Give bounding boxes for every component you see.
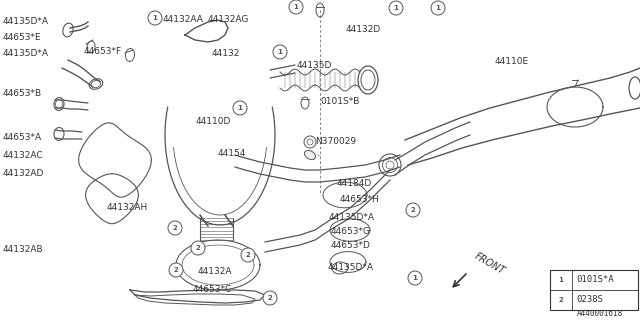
Text: 1: 1 [237, 105, 243, 111]
Text: 44653*D: 44653*D [331, 242, 371, 251]
Text: 1: 1 [152, 15, 157, 21]
Text: 1: 1 [294, 4, 298, 10]
Text: 44132AD: 44132AD [3, 169, 44, 178]
Text: N370029: N370029 [315, 137, 356, 146]
Circle shape [554, 273, 568, 287]
Circle shape [263, 291, 277, 305]
Ellipse shape [305, 150, 316, 160]
Text: 2: 2 [246, 252, 250, 258]
Circle shape [169, 263, 183, 277]
Circle shape [148, 11, 162, 25]
Circle shape [289, 0, 303, 14]
Text: 44132AG: 44132AG [208, 14, 250, 23]
Circle shape [389, 1, 403, 15]
Circle shape [241, 248, 255, 262]
Text: 44132AC: 44132AC [3, 150, 44, 159]
Text: 1: 1 [278, 49, 282, 55]
Text: 44132A: 44132A [198, 268, 232, 276]
Text: 44154: 44154 [218, 148, 246, 157]
Text: 44110E: 44110E [495, 57, 529, 66]
Text: 44653*B: 44653*B [3, 90, 42, 99]
Text: 0101S*A: 0101S*A [576, 276, 614, 284]
Text: 1: 1 [559, 277, 563, 283]
Circle shape [406, 203, 420, 217]
Text: 44653*C: 44653*C [193, 284, 232, 293]
Text: 44184D: 44184D [337, 180, 372, 188]
Text: 2: 2 [268, 295, 273, 301]
Text: A440001618: A440001618 [577, 309, 623, 318]
Text: 0238S: 0238S [576, 295, 603, 305]
Text: 44653*A: 44653*A [3, 132, 42, 141]
Text: 44132D: 44132D [346, 25, 381, 34]
Circle shape [233, 101, 247, 115]
Text: 44132: 44132 [212, 49, 241, 58]
Circle shape [168, 221, 182, 235]
Text: 44653*F: 44653*F [84, 47, 122, 57]
FancyBboxPatch shape [550, 270, 638, 310]
Text: 1: 1 [394, 5, 399, 11]
Text: 44135D*A: 44135D*A [329, 212, 375, 221]
Text: 2: 2 [559, 297, 563, 303]
Text: 44653*E: 44653*E [3, 34, 42, 43]
Text: 44132AH: 44132AH [107, 203, 148, 212]
Circle shape [273, 45, 287, 59]
Text: 2: 2 [173, 225, 177, 231]
Text: 44135D*A: 44135D*A [3, 50, 49, 59]
Text: 2: 2 [411, 207, 415, 213]
Text: 44135D*A: 44135D*A [3, 18, 49, 27]
Text: 44653*H: 44653*H [340, 196, 380, 204]
Text: FRONT: FRONT [473, 251, 507, 277]
Text: 2: 2 [173, 267, 179, 273]
Text: 1: 1 [436, 5, 440, 11]
Text: 1: 1 [413, 275, 417, 281]
Circle shape [431, 1, 445, 15]
Text: 2: 2 [196, 245, 200, 251]
Text: 44135D*A: 44135D*A [328, 263, 374, 273]
Text: 44132AA: 44132AA [163, 14, 204, 23]
Circle shape [408, 271, 422, 285]
Text: 44653*G: 44653*G [331, 228, 371, 236]
Circle shape [191, 241, 205, 255]
Circle shape [554, 293, 568, 307]
Text: 0101S*B: 0101S*B [320, 98, 360, 107]
Text: 44135D: 44135D [297, 61, 332, 70]
Text: 44110D: 44110D [196, 116, 232, 125]
Text: 44132AB: 44132AB [3, 245, 44, 254]
